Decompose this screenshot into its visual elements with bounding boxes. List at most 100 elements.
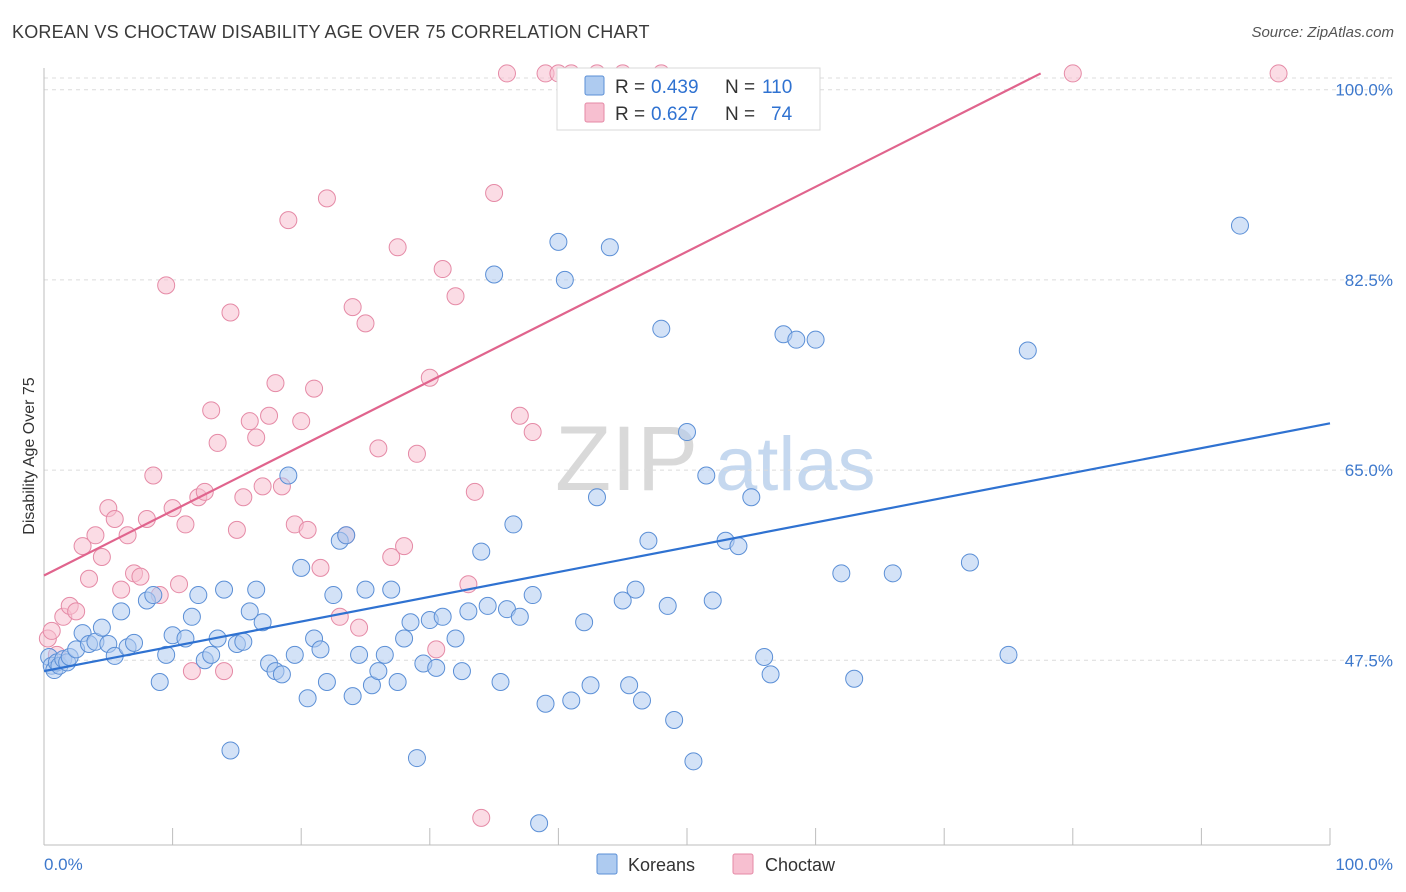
choctaw-point	[80, 569, 99, 588]
choctaw-point	[472, 808, 491, 827]
choctaw-point	[369, 439, 388, 458]
koreans-point	[530, 814, 549, 833]
koreans-point	[395, 629, 414, 648]
choctaw-point	[92, 548, 111, 567]
choctaw-point	[42, 621, 61, 640]
legend-koreans-swatch	[596, 853, 618, 875]
stats-koreans-n-value: 110	[762, 77, 792, 98]
koreans-point	[703, 591, 722, 610]
bottom-legend: Koreans Choctaw	[596, 853, 836, 875]
koreans-point	[742, 488, 761, 507]
koreans-point	[189, 586, 208, 605]
koreans-point	[787, 330, 806, 349]
koreans-point	[292, 558, 311, 577]
watermark-zip: ZIP	[555, 408, 698, 510]
koreans-point	[536, 694, 555, 713]
koreans-point	[1230, 216, 1249, 235]
choctaw-point	[382, 548, 401, 567]
koreans-point	[729, 537, 748, 556]
stats-koreans-swatch	[584, 75, 605, 96]
stats-koreans-r-label: R =	[615, 77, 645, 98]
koreans-point	[144, 586, 163, 605]
koreans-point	[587, 488, 606, 507]
koreans-point	[247, 580, 266, 599]
koreans-point	[678, 423, 696, 442]
koreans-point	[832, 564, 851, 583]
koreans-point	[658, 596, 677, 615]
choctaw-point	[247, 428, 266, 447]
koreans-point	[845, 669, 864, 688]
choctaw-point	[388, 238, 407, 257]
stats-choctaw-r-label: R =	[615, 104, 645, 125]
x-tick-label-max: 100.0%	[1335, 855, 1393, 874]
koreans-point	[485, 265, 504, 284]
choctaw-point	[292, 412, 311, 431]
choctaw-point	[1269, 64, 1288, 83]
choctaw-point	[170, 575, 189, 594]
choctaw-point	[208, 433, 227, 452]
koreans-point	[337, 526, 356, 545]
choctaw-point	[227, 520, 246, 539]
koreans-point	[375, 645, 394, 664]
koreans-point	[279, 466, 298, 485]
koreans-point	[253, 613, 272, 632]
choctaw-point	[105, 509, 124, 528]
choctaw-point	[266, 374, 285, 393]
koreans-point	[202, 645, 221, 664]
koreans-point	[356, 580, 375, 599]
choctaw-point	[253, 477, 272, 496]
koreans-point	[600, 238, 619, 257]
koreans-point	[112, 602, 131, 621]
koreans-point	[523, 586, 542, 605]
koreans-point	[960, 553, 979, 572]
choctaw-point	[131, 567, 150, 586]
koreans-point	[221, 741, 240, 760]
chart-title: KOREAN VS CHOCTAW DISABILITY AGE OVER 75…	[12, 22, 650, 42]
koreans-point	[639, 531, 658, 550]
choctaw-point	[157, 276, 176, 295]
koreans-point	[697, 466, 716, 485]
choctaw-point	[176, 515, 195, 534]
koreans-point	[433, 607, 452, 626]
y-tick-label: 65.0%	[1345, 461, 1393, 480]
choctaw-point	[298, 520, 317, 539]
y-tick-label: 47.5%	[1345, 651, 1393, 670]
koreans-point	[343, 687, 362, 706]
choctaw-point	[240, 412, 259, 431]
choctaw-point	[182, 662, 201, 681]
stats-koreans-n-label: N =	[725, 77, 755, 98]
choctaw-point	[86, 526, 105, 545]
koreans-point	[125, 633, 144, 652]
stats-choctaw-n-label: N =	[725, 104, 755, 125]
koreans-point	[427, 658, 446, 677]
legend-koreans-label: Koreans	[628, 855, 695, 875]
gridlines	[44, 77, 1393, 661]
koreans-point	[504, 515, 523, 534]
choctaw-point	[112, 580, 131, 599]
koreans-point	[549, 232, 568, 251]
koreans-point	[478, 596, 497, 615]
koreans-point	[350, 645, 369, 664]
choctaw-point	[234, 488, 253, 507]
koreans-point	[407, 749, 426, 768]
koreans-points	[40, 216, 1249, 833]
koreans-point	[761, 665, 780, 684]
koreans-point	[1018, 341, 1037, 360]
stats-choctaw-r-value: 0.627	[651, 104, 699, 125]
koreans-point	[452, 662, 471, 681]
koreans-point	[388, 672, 407, 691]
koreans-point	[182, 607, 201, 626]
choctaw-point	[395, 537, 414, 556]
koreans-point	[459, 602, 478, 621]
choctaw-point	[67, 602, 86, 621]
choctaw-point	[356, 314, 375, 333]
koreans-point	[150, 672, 169, 691]
stats-choctaw-n-value: 74	[771, 104, 793, 125]
choctaw-point	[73, 537, 92, 556]
watermark-atlas: atlas	[715, 422, 876, 507]
koreans-point	[317, 672, 336, 691]
y-tick-label: 100.0%	[1335, 81, 1393, 100]
choctaw-point	[446, 287, 465, 306]
source-label: Source: ZipAtlas.com	[1251, 24, 1394, 41]
